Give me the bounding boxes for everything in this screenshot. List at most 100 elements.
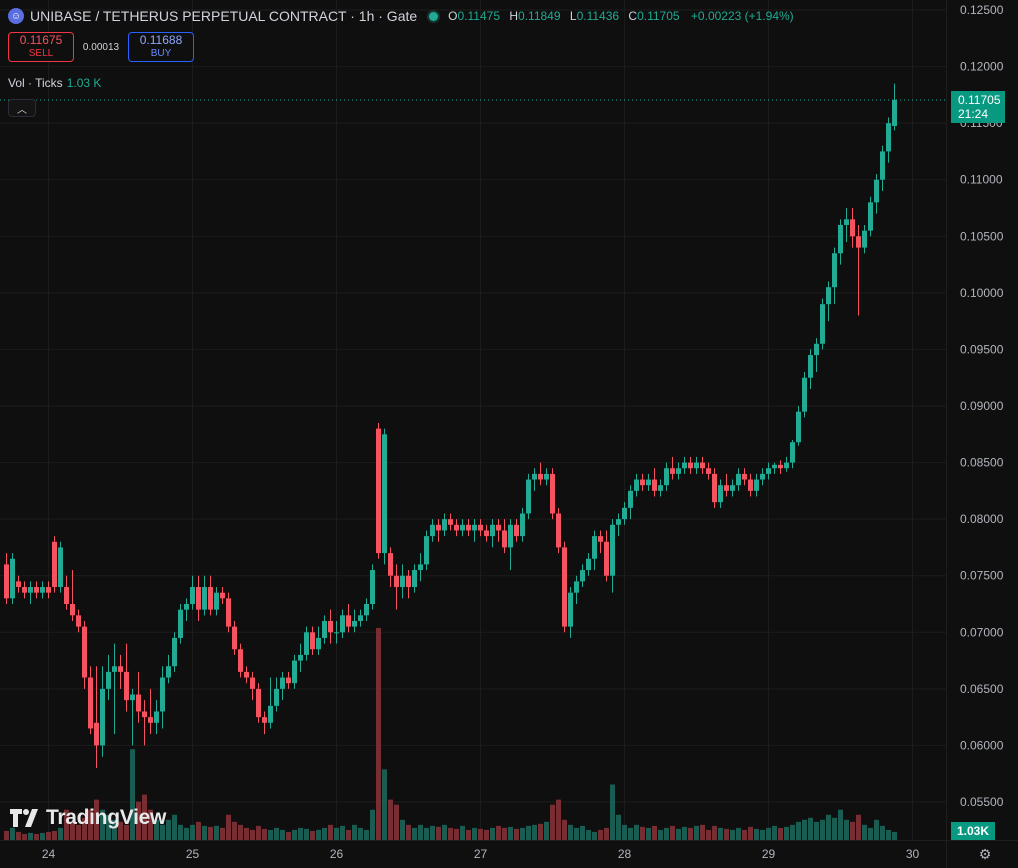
volume-bar (862, 824, 867, 840)
candle-body (646, 479, 651, 486)
time-axis-tick: 25 (186, 847, 200, 861)
volume-bar (208, 826, 213, 840)
candle-body (292, 660, 297, 684)
volume-bar (166, 819, 171, 840)
candle-body (220, 592, 225, 599)
candle-body (496, 524, 501, 531)
sell-button[interactable]: 0.11675 SELL (8, 32, 74, 62)
tradingview-logo[interactable]: TradingView (10, 806, 166, 830)
volume-bar (298, 827, 303, 840)
volume-bar (142, 794, 147, 840)
volume-bar (814, 821, 819, 840)
candle-body (280, 677, 285, 689)
volume-bar (148, 809, 153, 840)
volume-bar (190, 824, 195, 840)
volume-bar (604, 827, 609, 840)
volume-bar (820, 819, 825, 840)
candle-body (334, 632, 339, 634)
volume-bar (646, 827, 651, 840)
candle-body (376, 428, 381, 554)
volume-bar (586, 829, 591, 840)
smiley-icon[interactable]: ☺ (8, 8, 24, 24)
volume-bar (796, 821, 801, 840)
high-value: 0.11849 (518, 9, 561, 23)
candle-body (796, 411, 801, 443)
volume-bar (130, 749, 135, 840)
price-axis-tick: 0.10000 (960, 286, 1004, 300)
volume-bar (4, 830, 9, 840)
candle-body (874, 179, 879, 203)
volume-bar (358, 827, 363, 840)
volume-bar (484, 829, 489, 840)
time-axis-tick: 28 (618, 847, 632, 861)
volume-bar (232, 821, 237, 840)
buy-button[interactable]: 0.11688 BUY (128, 32, 194, 62)
symbol-title[interactable]: UNIBASE / TETHERUS PERPETUAL CONTRACT · … (30, 8, 418, 24)
candle-body (346, 615, 351, 627)
candle-body (562, 547, 567, 627)
candle-body (94, 722, 99, 746)
candle-body (88, 677, 93, 729)
candle-body (694, 462, 699, 469)
volume-bar (334, 827, 339, 840)
volume-bar (346, 829, 351, 840)
price-axis-tick: 0.12000 (960, 60, 1004, 74)
volume-bar (40, 832, 45, 840)
candle-body (754, 479, 759, 491)
time-axis-tick: 27 (474, 847, 488, 861)
volume-bar (496, 825, 501, 840)
candle-body (340, 615, 345, 633)
volume-bar (256, 825, 261, 840)
buy-price: 0.11688 (139, 33, 183, 47)
settings-button[interactable]: ⚙ (976, 845, 994, 863)
volume-bar (784, 826, 789, 840)
volume-bar (214, 825, 219, 840)
price-axis-tick: 0.09500 (960, 342, 1004, 356)
volume-bar (778, 827, 783, 840)
candle-body (832, 253, 837, 288)
volume-bar (316, 829, 321, 840)
volume-bar (610, 784, 615, 840)
time-axis-tick: 24 (42, 847, 56, 861)
volume-bar (460, 825, 465, 840)
candle-body (706, 468, 711, 474)
volume-legend[interactable]: Vol · Ticks 1.03 K (8, 76, 101, 90)
market-status-icon[interactable] (429, 11, 439, 21)
candle-body (400, 575, 405, 588)
candle-body (76, 615, 81, 627)
volume-bar (46, 831, 51, 840)
candle-body (808, 355, 813, 378)
candle-body (502, 530, 507, 548)
volume-bar (562, 819, 567, 840)
candle-body (4, 564, 9, 599)
candle-body (880, 151, 885, 180)
volume-bar (640, 826, 645, 840)
volume-bar (364, 829, 369, 840)
volume-bar (112, 819, 117, 840)
candle-body (328, 620, 333, 633)
volume-bar (850, 821, 855, 840)
volume-bar (202, 825, 207, 840)
volume-bar (52, 830, 57, 840)
collapse-legend-button[interactable]: ︿ (8, 99, 36, 117)
candle-body (886, 123, 891, 152)
volume-bar (478, 828, 483, 840)
volume-bar (370, 809, 375, 840)
tradingview-icon (10, 809, 38, 827)
candle-body (112, 666, 117, 672)
candle-body (172, 637, 177, 667)
candle-body (244, 671, 249, 678)
candle-body (442, 519, 447, 531)
volume-bar (718, 827, 723, 840)
volume-bar (808, 817, 813, 840)
candle-body (268, 705, 273, 723)
volume-legend-value: 1.03 K (66, 76, 102, 90)
volume-bar (76, 824, 81, 840)
volume-bar (580, 825, 585, 840)
candle-body (544, 473, 549, 480)
volume-bar (550, 804, 555, 840)
volume-bar (742, 829, 747, 840)
candle-body (46, 587, 51, 593)
